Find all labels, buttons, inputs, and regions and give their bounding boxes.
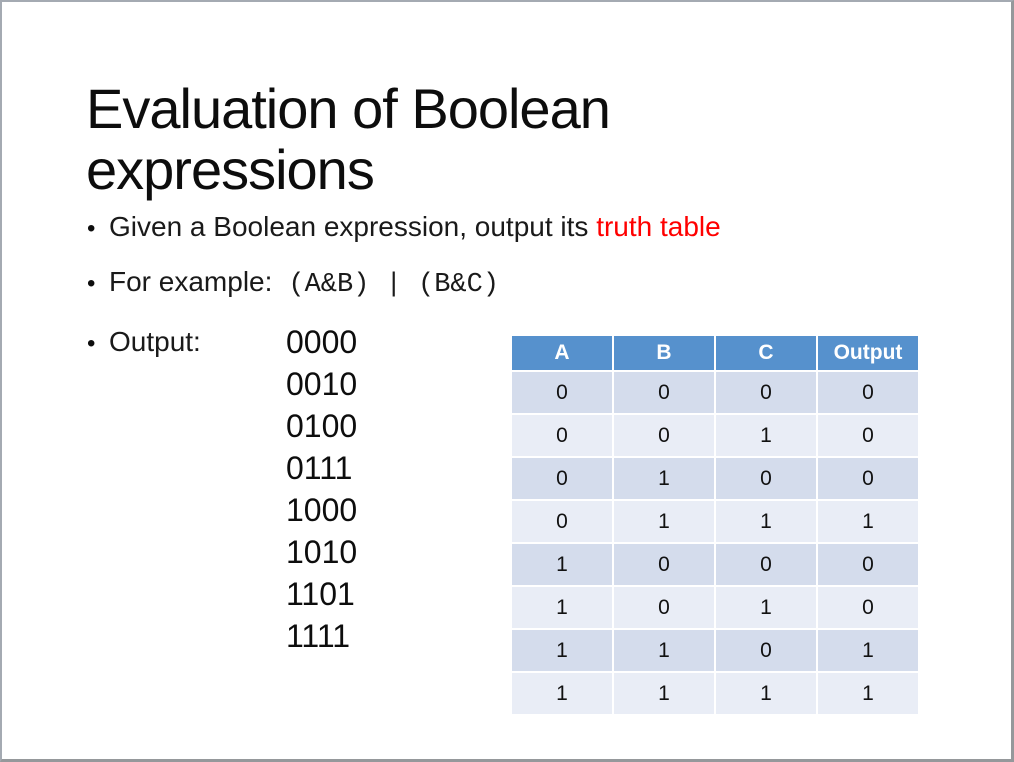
- table-row: 1 1 0 1: [512, 630, 918, 671]
- cell-output: 1: [818, 673, 918, 714]
- cell-b: 1: [614, 673, 714, 714]
- output-value: 1111: [286, 618, 351, 654]
- cell-b: 0: [614, 415, 714, 456]
- bullet-output-label: Output:: [109, 326, 201, 357]
- cell-output: 0: [818, 544, 918, 585]
- cell-a: 0: [512, 501, 612, 542]
- cell-c: 1: [716, 501, 816, 542]
- cell-output: 0: [818, 458, 918, 499]
- bullet-icon: •: [87, 215, 96, 242]
- output-value: 0100: [286, 408, 358, 444]
- bullet-given: • Given a Boolean expression, output its …: [87, 209, 721, 247]
- table-row: 0 1 0 0: [512, 458, 918, 499]
- cell-a: 0: [512, 372, 612, 413]
- column-header-output: Output: [818, 336, 918, 370]
- table-row: 1 0 1 0: [512, 587, 918, 628]
- truth-table: A B C Output 0 0 0 0 0 0 1 0 0 1 0: [510, 334, 920, 716]
- cell-b: 0: [614, 544, 714, 585]
- cell-a: 1: [512, 544, 612, 585]
- table-row: 0 0 1 0: [512, 415, 918, 456]
- cell-c: 0: [716, 630, 816, 671]
- cell-c: 0: [716, 544, 816, 585]
- table-row: 0 0 0 0: [512, 372, 918, 413]
- cell-a: 0: [512, 415, 612, 456]
- cell-output: 0: [818, 372, 918, 413]
- bullet-given-highlight: truth table: [596, 211, 721, 242]
- output-value: 1101: [286, 576, 355, 612]
- column-header-b: B: [614, 336, 714, 370]
- bullet-example: • For example: (A&B) | (B&C): [87, 264, 499, 303]
- cell-a: 1: [512, 673, 612, 714]
- bullet-icon: •: [87, 330, 96, 357]
- output-value: 1010: [286, 534, 358, 570]
- output-value: 0010: [286, 366, 358, 402]
- cell-output: 1: [818, 501, 918, 542]
- output-value-list: 0000 0010 0100 0111 1000 1010 1101 1111: [286, 321, 357, 657]
- cell-a: 1: [512, 630, 612, 671]
- cell-c: 0: [716, 372, 816, 413]
- cell-a: 1: [512, 587, 612, 628]
- table-row: 0 1 1 1: [512, 501, 918, 542]
- output-value: 0000: [286, 324, 358, 360]
- cell-b: 1: [614, 630, 714, 671]
- cell-output: 0: [818, 587, 918, 628]
- cell-c: 1: [716, 673, 816, 714]
- bullet-icon: •: [87, 270, 96, 297]
- cell-c: 1: [716, 415, 816, 456]
- bullet-given-text: Given a Boolean expression, output its: [109, 211, 597, 242]
- cell-output: 0: [818, 415, 918, 456]
- truth-table-header-row: A B C Output: [512, 336, 918, 370]
- output-value: 0111: [286, 450, 353, 486]
- cell-b: 1: [614, 458, 714, 499]
- output-value: 1000: [286, 492, 358, 528]
- cell-a: 0: [512, 458, 612, 499]
- column-header-a: A: [512, 336, 612, 370]
- table-row: 1 1 1 1: [512, 673, 918, 714]
- column-header-c: C: [716, 336, 816, 370]
- boolean-expression: (A&B) | (B&C): [288, 270, 500, 300]
- slide-title: Evaluation of Boolean expressions: [86, 76, 611, 201]
- cell-output: 1: [818, 630, 918, 671]
- cell-c: 1: [716, 587, 816, 628]
- cell-c: 0: [716, 458, 816, 499]
- table-row: 1 0 0 0: [512, 544, 918, 585]
- cell-b: 0: [614, 587, 714, 628]
- cell-b: 0: [614, 372, 714, 413]
- bullet-example-label: For example:: [109, 266, 273, 297]
- bullet-output: • Output:: [87, 324, 201, 362]
- cell-b: 1: [614, 501, 714, 542]
